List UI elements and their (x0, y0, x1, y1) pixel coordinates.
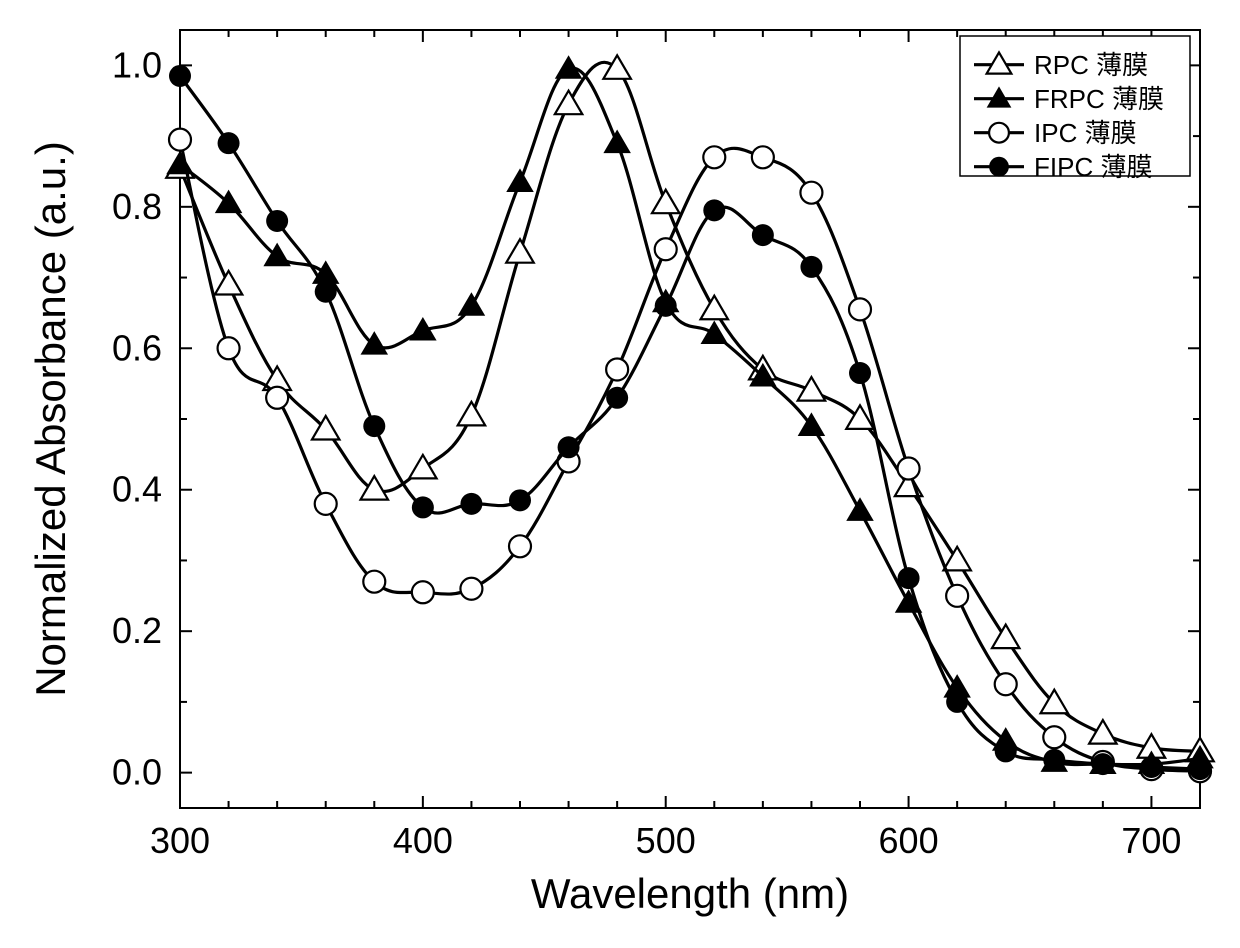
svg-text:0.4: 0.4 (112, 469, 162, 510)
svg-text:700: 700 (1121, 820, 1181, 861)
svg-text:RPC 薄膜: RPC 薄膜 (1034, 50, 1148, 80)
svg-text:300: 300 (150, 820, 210, 861)
absorbance-chart: 300 400 500 600 700 0.0 0.2 0.4 0.6 0.8 1.0 Wavelen… (0, 0, 1240, 948)
svg-text:1.0: 1.0 (112, 44, 162, 85)
svg-text:FRPC 薄膜: FRPC 薄膜 (1034, 84, 1164, 114)
svg-text:IPC 薄膜: IPC 薄膜 (1034, 118, 1137, 148)
svg-text:0.0: 0.0 (112, 752, 162, 793)
x-axis-title: Wavelength (nm) (531, 870, 849, 917)
chart-container: 300 400 500 600 700 0.0 0.2 0.4 0.6 0.8 1.0 Wavelen… (0, 0, 1240, 948)
svg-text:0.8: 0.8 (112, 186, 162, 227)
series-2 (169, 129, 1211, 783)
legend: RPC 薄膜 FRPC 薄膜 IPC 薄膜 FIPC 薄膜 (960, 36, 1190, 182)
svg-text:0.2: 0.2 (112, 610, 162, 651)
svg-text:600: 600 (879, 820, 939, 861)
svg-text:0.6: 0.6 (112, 327, 162, 368)
svg-text:500: 500 (636, 820, 696, 861)
svg-text:FIPC 薄膜: FIPC 薄膜 (1034, 152, 1152, 182)
y-axis-title: Normalized Absorbance (a.u.) (27, 141, 74, 697)
svg-text:400: 400 (393, 820, 453, 861)
